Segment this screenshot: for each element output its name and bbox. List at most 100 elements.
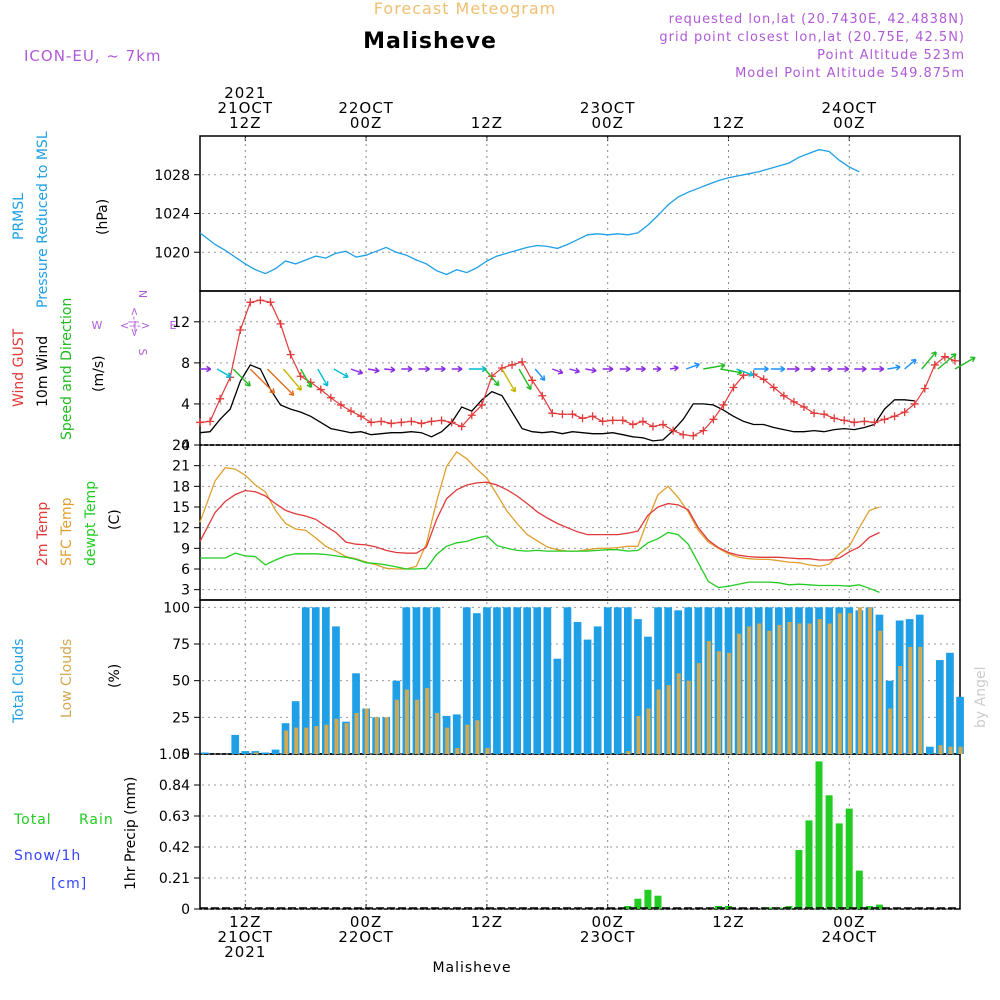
- ytick-label: 21: [172, 459, 190, 475]
- low-cloud-bar: [445, 727, 450, 754]
- low-cloud-bar: [938, 745, 943, 754]
- wind-direction-arrow: [401, 365, 413, 373]
- total-cloud-bar: [322, 607, 330, 754]
- gust-marker: [196, 418, 204, 427]
- ytick-label: 1.05: [159, 747, 190, 763]
- total-cloud-bar: [543, 607, 552, 754]
- temp-label-dew: dewpt Temp: [83, 481, 99, 566]
- wind-label-gust: Wind GUST: [11, 328, 27, 407]
- total-cloud-bar: [513, 607, 521, 754]
- gust-marker: [779, 391, 788, 400]
- total-cloud-bar: [603, 607, 612, 754]
- ytick-label: 50: [172, 674, 190, 690]
- low-cloud-bar: [888, 708, 893, 754]
- rain-bar: [815, 761, 823, 909]
- gust-marker: [336, 400, 345, 409]
- compass-arrows: <-|->: [120, 319, 150, 332]
- temp-label-sfc: SFC Temp: [59, 497, 75, 566]
- wind-direction-arrow: [216, 368, 232, 378]
- gust-marker: [497, 364, 506, 372]
- low-cloud-bar: [314, 726, 319, 754]
- gust-marker: [578, 414, 587, 423]
- low-cloud-bar: [908, 646, 913, 754]
- gust-marker: [286, 350, 295, 359]
- low-cloud-bar: [797, 623, 802, 754]
- wind-direction-arrow: [685, 362, 700, 370]
- rain-bar: [825, 795, 833, 909]
- rain-bar: [624, 906, 632, 909]
- top-axis-label: 24OCT: [822, 99, 878, 117]
- gust-marker: [266, 298, 275, 307]
- wind-direction-arrow: [736, 368, 754, 377]
- ytick-label: 9: [181, 541, 190, 557]
- gust-marker: [538, 391, 547, 400]
- gust-marker: [618, 416, 627, 425]
- wind-direction-arrow: [753, 365, 769, 373]
- low-cloud-bar: [435, 712, 440, 754]
- low-cloud-bar: [354, 712, 359, 754]
- gust-marker: [588, 412, 597, 421]
- gust-marker: [508, 360, 517, 369]
- wind-direction-arrow: [635, 365, 646, 373]
- gust-marker: [246, 298, 255, 307]
- dewpoint-line: [200, 531, 880, 594]
- gust-marker: [669, 426, 678, 435]
- total-cloud-bar: [523, 607, 531, 754]
- wind-direction-arrow: [569, 367, 581, 374]
- wind-direction-arrow: [619, 365, 631, 373]
- gust-marker: [820, 410, 829, 419]
- ytick-label: 15: [172, 500, 190, 516]
- ytick-label: 0.21: [159, 871, 190, 887]
- gust-marker: [930, 360, 939, 369]
- precip-unit: 1hr Precip (mm): [123, 777, 139, 890]
- wind-direction-arrow: [669, 365, 679, 372]
- total-cloud-bar: [936, 660, 944, 754]
- wind-direction-arrow: [501, 368, 516, 393]
- top-axis-label: 2021: [224, 84, 266, 102]
- wind-direction-arrow: [552, 368, 564, 375]
- wind-direction-arrow: [871, 365, 885, 373]
- total-cloud-bar: [503, 607, 511, 754]
- low-cloud-bar: [827, 623, 832, 754]
- low-cloud-bar: [415, 699, 419, 754]
- gust-marker: [346, 407, 355, 416]
- ytick-label: 0: [181, 747, 190, 763]
- rain-bar: [865, 906, 873, 909]
- ytick-label: 0.63: [159, 809, 190, 825]
- low-cloud-bar: [918, 646, 923, 754]
- low-cloud-bar: [717, 651, 721, 754]
- bottom-axis-label: 00Z: [350, 913, 382, 931]
- model-label: ICON-EU, ~ 7km: [24, 47, 162, 65]
- gust-marker: [326, 393, 335, 402]
- low-cloud-bar: [425, 688, 430, 754]
- total-cloud-bar: [684, 607, 693, 754]
- ytick-label: 12: [172, 315, 190, 331]
- gust-marker: [568, 410, 577, 419]
- wind-direction-arrow: [821, 365, 833, 373]
- gust-marker: [598, 417, 607, 426]
- precip-label-snow-unit: [cm]: [51, 876, 87, 892]
- low-cloud-bar: [404, 689, 409, 754]
- total-cloud-bar: [664, 607, 672, 754]
- low-cloud-bar: [686, 680, 691, 754]
- low-cloud-bar: [344, 723, 349, 754]
- total-cloud-bar: [261, 752, 270, 754]
- ytick-label: 12: [172, 521, 190, 537]
- gust-marker: [206, 417, 215, 426]
- gust-marker: [628, 420, 637, 429]
- ytick-label: 0: [181, 438, 190, 454]
- rain-bar: [644, 889, 652, 909]
- gust-marker: [387, 419, 396, 428]
- gust-marker: [789, 397, 798, 406]
- wind-labels: Wind GUST 10m Wind Speed and Direction (…: [11, 290, 177, 440]
- gust-marker: [759, 375, 768, 384]
- low-cloud-bar: [284, 730, 289, 754]
- gust-marker: [719, 400, 728, 409]
- wind-direction-arrow: [484, 368, 500, 387]
- low-cloud-bar: [394, 699, 399, 754]
- total-cloud-bar: [956, 696, 964, 754]
- wind-direction-arrow: [367, 367, 380, 374]
- low-cloud-bar: [666, 685, 671, 754]
- pressure-label-prmsl: PRMSL: [11, 193, 27, 240]
